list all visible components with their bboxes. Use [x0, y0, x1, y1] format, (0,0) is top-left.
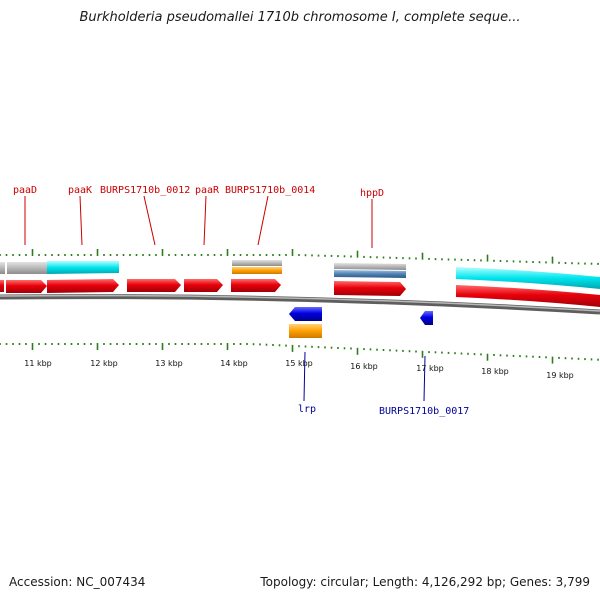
ruler-label-19: 19 kbp [546, 371, 574, 380]
reverse-label-leaders [303, 351, 426, 402]
map-title: Burkholderia pseudomallei 1710b chromoso… [79, 10, 521, 25]
accession-text: Accession: NC_007434 [9, 575, 146, 589]
ruler-label-12: 12 kbp [90, 359, 118, 368]
feature-gray-3[interactable] [232, 260, 282, 266]
ruler-label-17: 17 kbp [416, 364, 444, 373]
gene-forward-1[interactable] [6, 280, 47, 293]
gene-BURPS1710b_0014[interactable] [231, 279, 281, 292]
gene-lrp[interactable] [289, 307, 322, 321]
label-BURPS1710b_0014[interactable]: BURPS1710b_0014 [225, 185, 315, 196]
label-BURPS1710b_0017[interactable]: BURPS1710b_0017 [379, 406, 469, 417]
label-lrp[interactable]: lrp [298, 404, 316, 415]
chromosome-backbone [0, 294, 600, 315]
forward-label-leaders [24, 195, 373, 248]
ruler-label-11: 11 kbp [24, 359, 52, 368]
feature-steel-1[interactable] [334, 270, 406, 278]
gene-BURPS1710b_0012[interactable] [127, 279, 181, 292]
feature-gray-1[interactable] [0, 262, 5, 274]
label-hppD[interactable]: hppD [360, 188, 384, 199]
ruler-label-14: 14 kbp [220, 359, 248, 368]
gene-paaD[interactable] [0, 280, 4, 292]
label-BURPS1710b_0012[interactable]: BURPS1710b_0012 [100, 185, 190, 196]
gene-hppD[interactable] [334, 281, 406, 296]
reverse-tick-row [0, 343, 599, 364]
topology-summary: Topology: circular; Length: 4,126,292 bp… [260, 575, 590, 589]
feature-orange-1[interactable] [232, 267, 282, 274]
ruler-label-18: 18 kbp [481, 367, 509, 376]
feature-gray-2[interactable] [7, 262, 47, 274]
gene-BURPS1710b_0017[interactable] [420, 311, 433, 325]
ruler-label-16: 16 kbp [350, 362, 378, 371]
ruler-label-13: 13 kbp [155, 359, 183, 368]
gene-paaR[interactable] [184, 279, 223, 292]
feature-orange-2[interactable] [289, 324, 322, 338]
forward-tick-row [0, 249, 599, 265]
gene-forward-2[interactable] [456, 285, 600, 307]
feature-cyan-2[interactable] [456, 267, 600, 289]
gene-paaK[interactable] [47, 279, 119, 293]
feature-cyan-1[interactable] [47, 261, 119, 274]
label-paaR[interactable]: paaR [195, 185, 220, 196]
label-paaD[interactable]: paaD [13, 185, 37, 196]
feature-gray-4[interactable] [334, 263, 406, 270]
ruler-label-15: 15 kbp [285, 359, 313, 368]
label-paaK[interactable]: paaK [68, 185, 92, 196]
